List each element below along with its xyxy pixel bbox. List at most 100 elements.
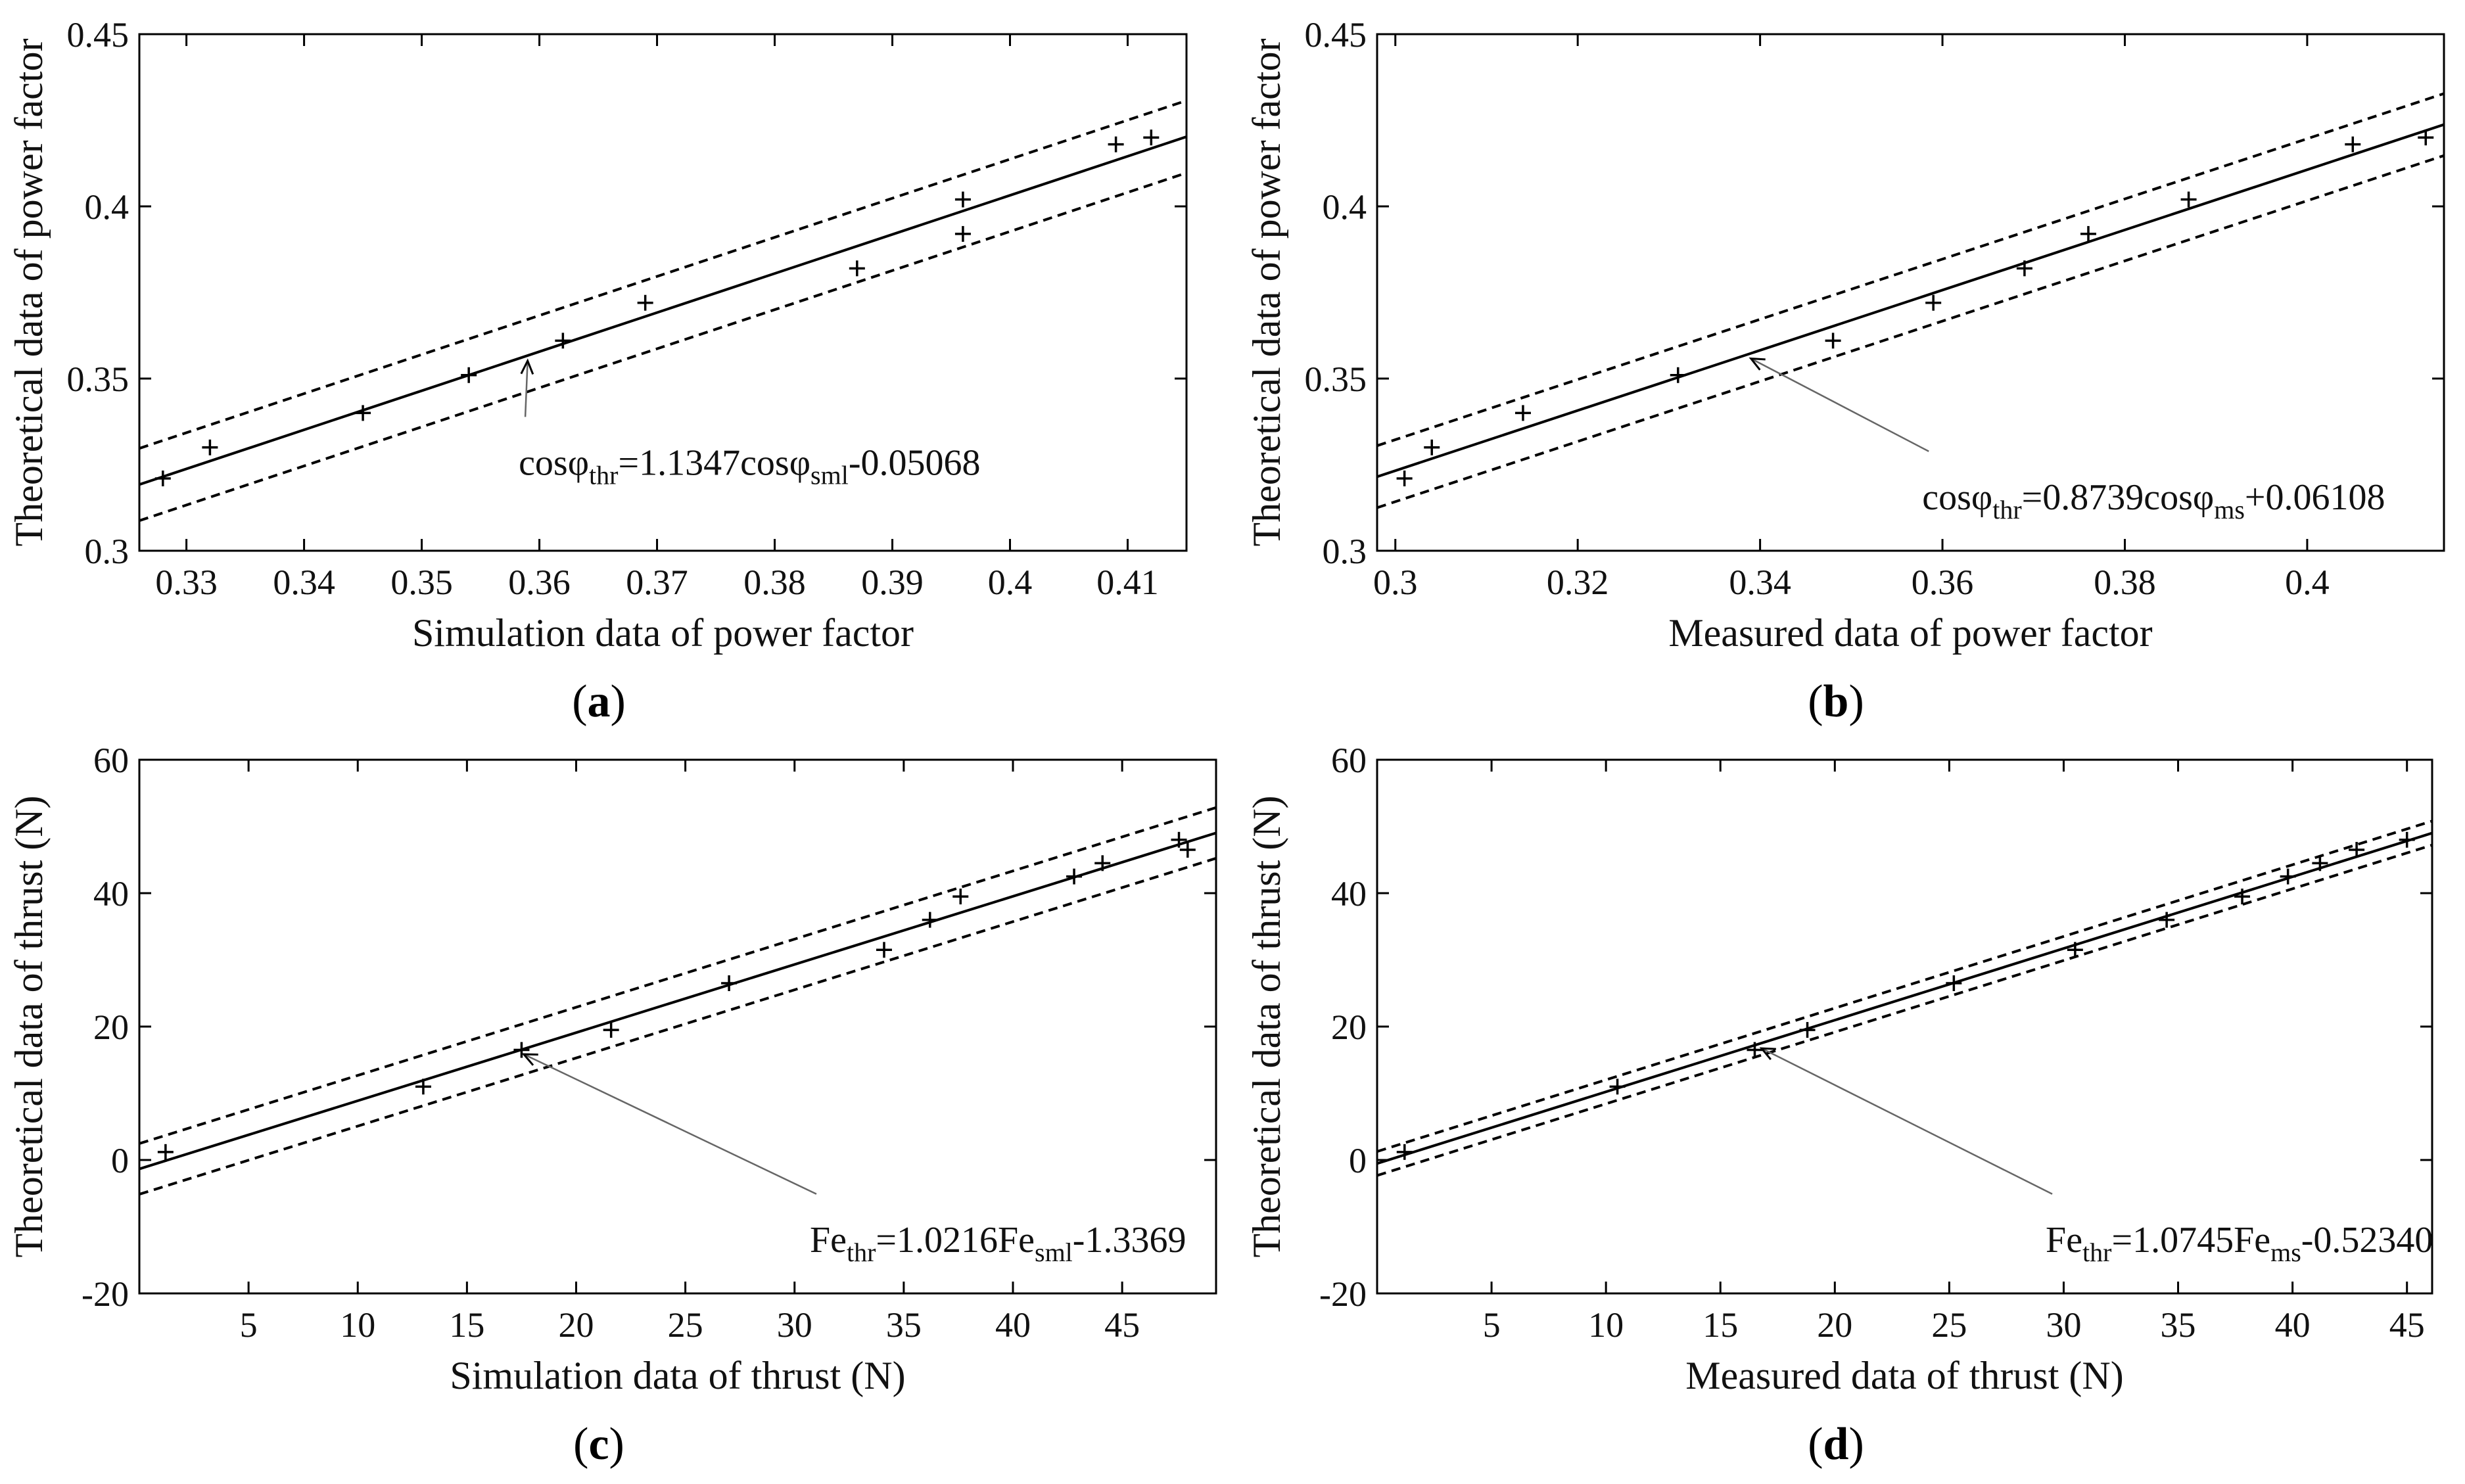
x-axis-label: Simulation data of thrust (N) [450,1354,905,1397]
panel-label-close: ) [1848,676,1864,727]
data-point [2349,842,2365,858]
panel-c: 5 10 15 20 25 30 35 40 45 -20 0 20 40 60 Simulation da… [7,741,1217,1470]
y-tick-label: 40 [1331,874,1367,914]
annotation-arrow-line [1750,358,1929,452]
plot-frame [1376,758,2433,1295]
x-tick-label: 35 [886,1305,922,1345]
data-point [922,912,938,928]
data-point [1670,367,1686,383]
equation-lhs: cosφ [519,442,589,483]
y-tick-label: 0 [1349,1141,1367,1180]
equation-lhs-subscript: thr [589,460,618,490]
lower-bound-line [139,857,1216,1196]
x-tick-label: 0.4 [988,563,1033,602]
x-tick-label: 30 [2046,1305,2081,1345]
equation-lhs-subscript: thr [847,1238,876,1267]
annotation-arrow-head [1759,1047,1776,1061]
equation-rhs: -1.3369 [1073,1220,1186,1261]
panel-label-open: ( [573,1419,588,1470]
upper-bound-line [139,806,1216,1145]
y-axis-label: Theoretical data of power factor [1245,39,1288,547]
x-tick-label: 25 [1931,1305,1967,1345]
data-point [1396,1144,1413,1160]
fit-equation: cosφthr=1.1347cosφsml-0.05068 [519,442,980,490]
x-tick-label: 0.32 [1547,563,1609,602]
data-point [355,405,371,421]
equation-middle-subscript: ms [2270,1238,2301,1267]
x-tick-label: 0.37 [626,563,688,602]
x-axis-label: Simulation data of power factor [412,611,914,655]
x-tick-label: 20 [1817,1305,1852,1345]
panel-label: (d) [1808,1419,1864,1470]
annotation-arrow-line [523,1053,817,1195]
panel-label: (c) [573,1419,624,1470]
fit-equation: cosφthr=0.8739cosφms+0.06108 [1922,477,2385,524]
data-point [1825,333,1841,349]
x-tick-label: 45 [1104,1305,1140,1345]
equation-lhs-subscript: thr [2082,1238,2111,1267]
data-point [1424,439,1440,455]
fit-equation: Fethr=1.0216Fesml-1.3369 [810,1220,1186,1267]
lower-bound-line [1377,843,2432,1177]
data-point [1094,855,1111,871]
panel-label-open: ( [1808,676,1823,727]
panel-label-letter: c [588,1419,609,1470]
plot-frame [138,33,1188,552]
x-tick-label: 40 [2275,1305,2311,1345]
x-tick-label: 0.39 [861,563,924,602]
y-tick-label: 20 [1331,1008,1367,1047]
x-tick-label: 20 [559,1305,594,1345]
x-tick-label: 0.36 [1912,563,1974,602]
panel-label-open: ( [1808,1419,1823,1470]
data-point [2345,136,2361,152]
x-tick-label: 10 [340,1305,375,1345]
y-tick-label: 20 [93,1008,129,1047]
panel-label-letter: a [588,676,611,727]
data-point [415,1078,431,1095]
data-point [876,942,892,958]
fit-line [139,135,1186,486]
annotation-arrow-head [1749,357,1766,371]
data-point [1747,1042,1763,1058]
data-point [2180,191,2197,208]
y-tick-label: -20 [1319,1274,1367,1314]
lower-bound-line [1377,154,2444,509]
y-tick-label: 60 [93,741,129,780]
panel-label-letter: b [1823,676,1849,727]
y-tick-label: 0.35 [67,359,129,399]
panel-a: 0.33 0.34 0.35 0.36 0.37 0.38 0.39 0.4 0.41 0.3 0.… [7,15,1188,727]
equation-rhs: -0.05068 [849,442,981,483]
equation-middle: =0.8739cosφ [2022,477,2215,518]
y-tick-label: -20 [82,1274,129,1314]
data-point [2312,855,2328,871]
panel-label: (a) [572,676,626,727]
data-point [555,333,571,349]
data-point [1799,1022,1816,1038]
panel-d: 5 10 15 20 25 30 35 40 45 -20 0 20 40 60 Measured data… [1245,741,2433,1470]
fit-line [1377,831,2432,1165]
data-point [2234,889,2251,905]
y-tick-label: 0.35 [1305,359,1367,399]
panel-label: (b) [1808,676,1864,727]
data-point [1396,470,1413,486]
y-tick-label: 0.3 [1323,532,1367,571]
equation-middle-subscript: ms [2214,495,2245,524]
data-point [1925,294,1942,311]
x-tick-label: 0.34 [273,563,335,602]
annotation-arrow-head [521,1053,538,1066]
y-axis-label: Theoretical data of thrust (N) [1245,795,1288,1257]
data-point [2067,942,2083,958]
annotation-arrow-head [520,358,534,375]
equation-rhs: +0.06108 [2245,477,2385,518]
x-tick-label: 35 [2161,1305,2196,1345]
y-tick-label: 0 [111,1141,129,1180]
y-tick-label: 0.45 [1305,15,1367,55]
plot-frame [1376,33,2445,552]
x-axis-label: Measured data of thrust (N) [1685,1354,2123,1397]
equation-middle-subscript: sml [1035,1238,1073,1267]
data-point [1143,129,1160,146]
y-tick-label: 60 [1331,741,1367,780]
equation-lhs: cosφ [1922,477,1992,518]
lower-bound-line [139,172,1186,522]
